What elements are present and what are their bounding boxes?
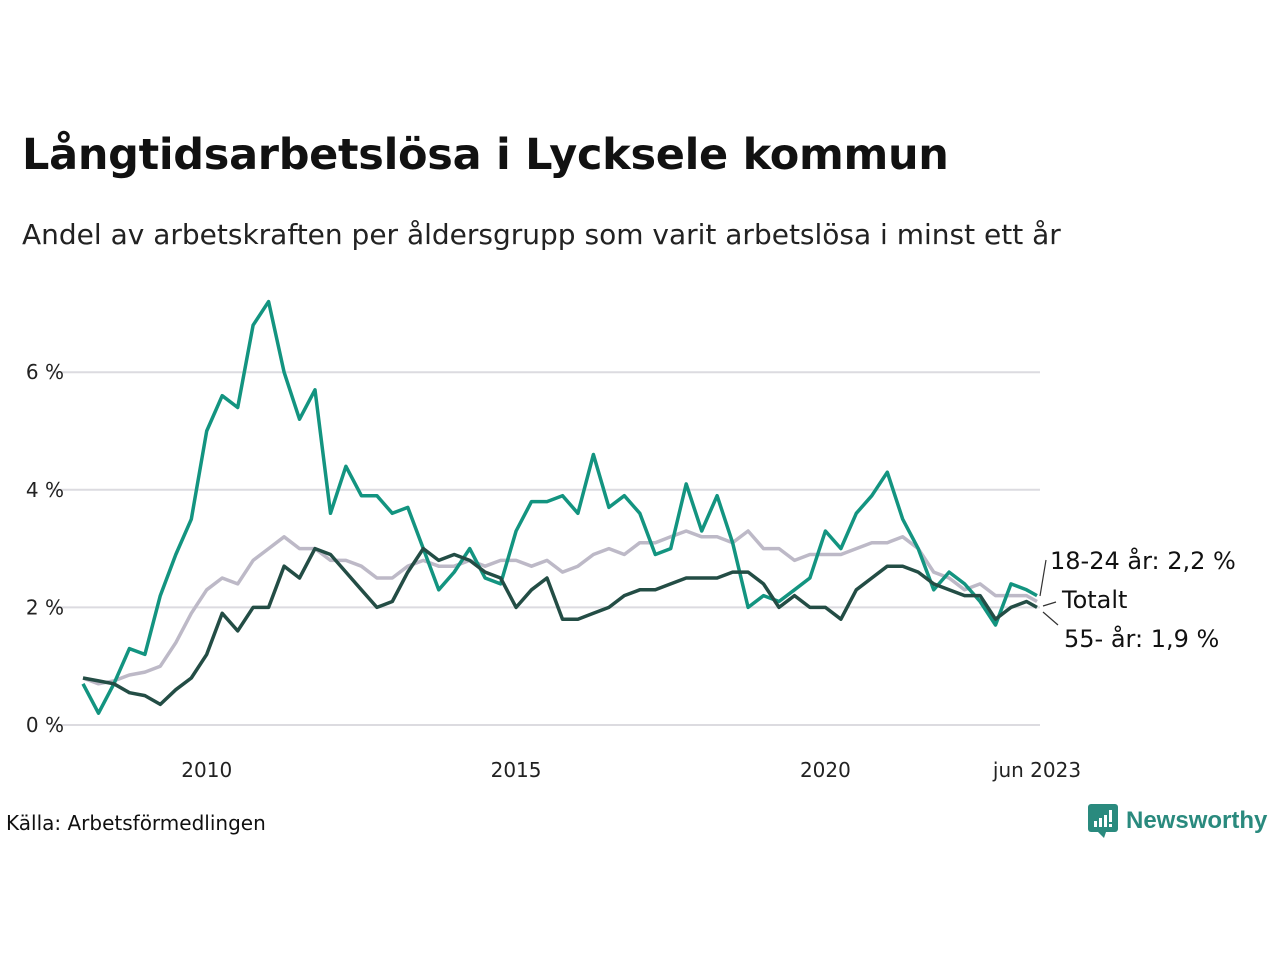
y-axis-ticks: 0 % 2 % 4 % 6 % (26, 360, 64, 737)
gridlines (52, 371, 1040, 726)
series-line-totalt (82, 529, 1038, 686)
newsworthy-logo-text: Newsworthy (1126, 807, 1268, 834)
series-line-55-r (82, 546, 1038, 707)
y-tick-label: 0 % (26, 713, 64, 737)
y-tick-label: 6 % (26, 360, 64, 384)
series-lines (81, 299, 1038, 715)
x-axis-ticks: 2010 2015 2020 jun 2023 (181, 758, 1081, 782)
y-tick-label: 4 % (26, 478, 64, 502)
label-leader-line (1042, 611, 1059, 626)
y-tick-label: 2 % (26, 595, 64, 619)
series-end-label: Totalt (1061, 586, 1127, 614)
series-end-label: 55- år: 1,9 % (1064, 624, 1219, 653)
chart-subtitle: Andel av arbetskraften per åldersgrupp s… (22, 218, 1061, 251)
x-tick-label: 2020 (800, 758, 851, 782)
newsworthy-logo-icon (1088, 804, 1118, 838)
x-tick-label: 2015 (491, 758, 542, 782)
newsworthy-logo[interactable]: Newsworthy (1088, 804, 1267, 838)
label-leader-line (1042, 601, 1057, 607)
source-note: Källa: Arbetsförmedlingen (6, 811, 266, 835)
series-line-18-24-r (81, 299, 1038, 715)
x-tick-label: 2010 (181, 758, 232, 782)
end-labels: 18-24 år: 2,2 % Totalt 55- år: 1,9 % (1039, 546, 1236, 653)
series-end-label: 18-24 år: 2,2 % (1050, 546, 1236, 575)
chart-title: Långtidsarbetslösa i Lycksele kommun (22, 130, 949, 180)
x-tick-label: jun 2023 (992, 758, 1081, 782)
label-leader-line (1039, 559, 1047, 597)
